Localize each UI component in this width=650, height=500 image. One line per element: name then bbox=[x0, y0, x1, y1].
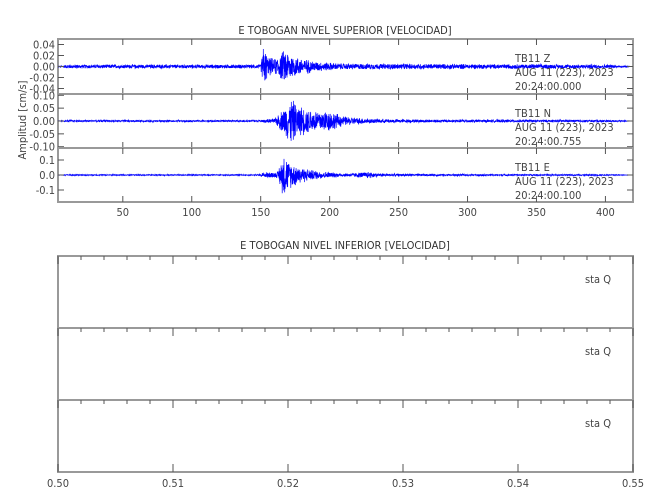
station-label: TB11 N bbox=[514, 107, 551, 120]
bottom-chart: sta Q sta Q sta Q 0.50 0.51 0.52 0.53 0.54 0.55 bbox=[47, 255, 644, 490]
panel-frame bbox=[57, 327, 634, 401]
y-tick-label: 0.1 bbox=[39, 154, 55, 167]
y-tick-label: -0.05 bbox=[29, 128, 55, 141]
y-tick-label: 0.00 bbox=[33, 61, 55, 74]
y-tick-label: -0.1 bbox=[36, 184, 55, 197]
waveform-e bbox=[57, 158, 631, 194]
x-tick-label: 150 bbox=[251, 206, 270, 219]
waveform-z bbox=[57, 48, 631, 81]
y-tick-label: 0.10 bbox=[33, 89, 55, 102]
x-tick-label: 0.55 bbox=[622, 477, 644, 490]
station-label: sta Q bbox=[585, 417, 611, 430]
station-label: sta Q bbox=[585, 273, 611, 286]
y-tick-label: 0.02 bbox=[33, 50, 55, 63]
y-tick-label: 0.04 bbox=[33, 39, 55, 52]
y-tick-label: 0.05 bbox=[33, 102, 55, 115]
time-label: 20:24:00.100 bbox=[515, 189, 581, 202]
x-tick-label: 200 bbox=[320, 206, 339, 219]
panel-frame bbox=[57, 399, 634, 473]
waveform-n bbox=[57, 100, 631, 141]
station-label: TB11 Z bbox=[514, 52, 551, 65]
date-label: AUG 11 (223), 2023 bbox=[515, 175, 614, 188]
y-tick-label: -0.10 bbox=[29, 141, 55, 154]
x-tick-label: 0.53 bbox=[392, 477, 414, 490]
date-label: AUG 11 (223), 2023 bbox=[515, 66, 614, 79]
top-y-axis-label: Amplitud [cm/s] bbox=[16, 80, 29, 159]
time-label: 20:24:00.000 bbox=[515, 80, 581, 93]
x-tick-label: 400 bbox=[596, 206, 615, 219]
y-tick-label: 0.00 bbox=[33, 115, 55, 128]
x-tick-label: 0.50 bbox=[47, 477, 69, 490]
y-tick-label: 0.0 bbox=[39, 169, 55, 182]
time-label: 20:24:00.755 bbox=[515, 135, 581, 148]
top-chart-title: E TOBOGAN NIVEL SUPERIOR [VELOCIDAD] bbox=[238, 24, 451, 37]
y-tick-label: -0.04 bbox=[29, 83, 55, 96]
x-tick-label: 250 bbox=[389, 206, 408, 219]
x-tick-label: 300 bbox=[458, 206, 477, 219]
y-tick-label: -0.02 bbox=[29, 72, 55, 85]
date-label: AUG 11 (223), 2023 bbox=[515, 121, 614, 134]
bottom-chart-title: E TOBOGAN NIVEL INFERIOR [VELOCIDAD] bbox=[240, 239, 450, 252]
panel-frame bbox=[57, 255, 634, 329]
station-label: TB11 E bbox=[514, 161, 550, 174]
x-tick-label: 100 bbox=[182, 206, 201, 219]
x-tick-label: 0.51 bbox=[162, 477, 184, 490]
x-tick-label: 0.54 bbox=[507, 477, 529, 490]
x-tick-label: 50 bbox=[117, 206, 130, 219]
x-tick-label: 350 bbox=[527, 206, 546, 219]
station-label: sta Q bbox=[585, 345, 611, 358]
x-tick-label: 0.52 bbox=[277, 477, 299, 490]
